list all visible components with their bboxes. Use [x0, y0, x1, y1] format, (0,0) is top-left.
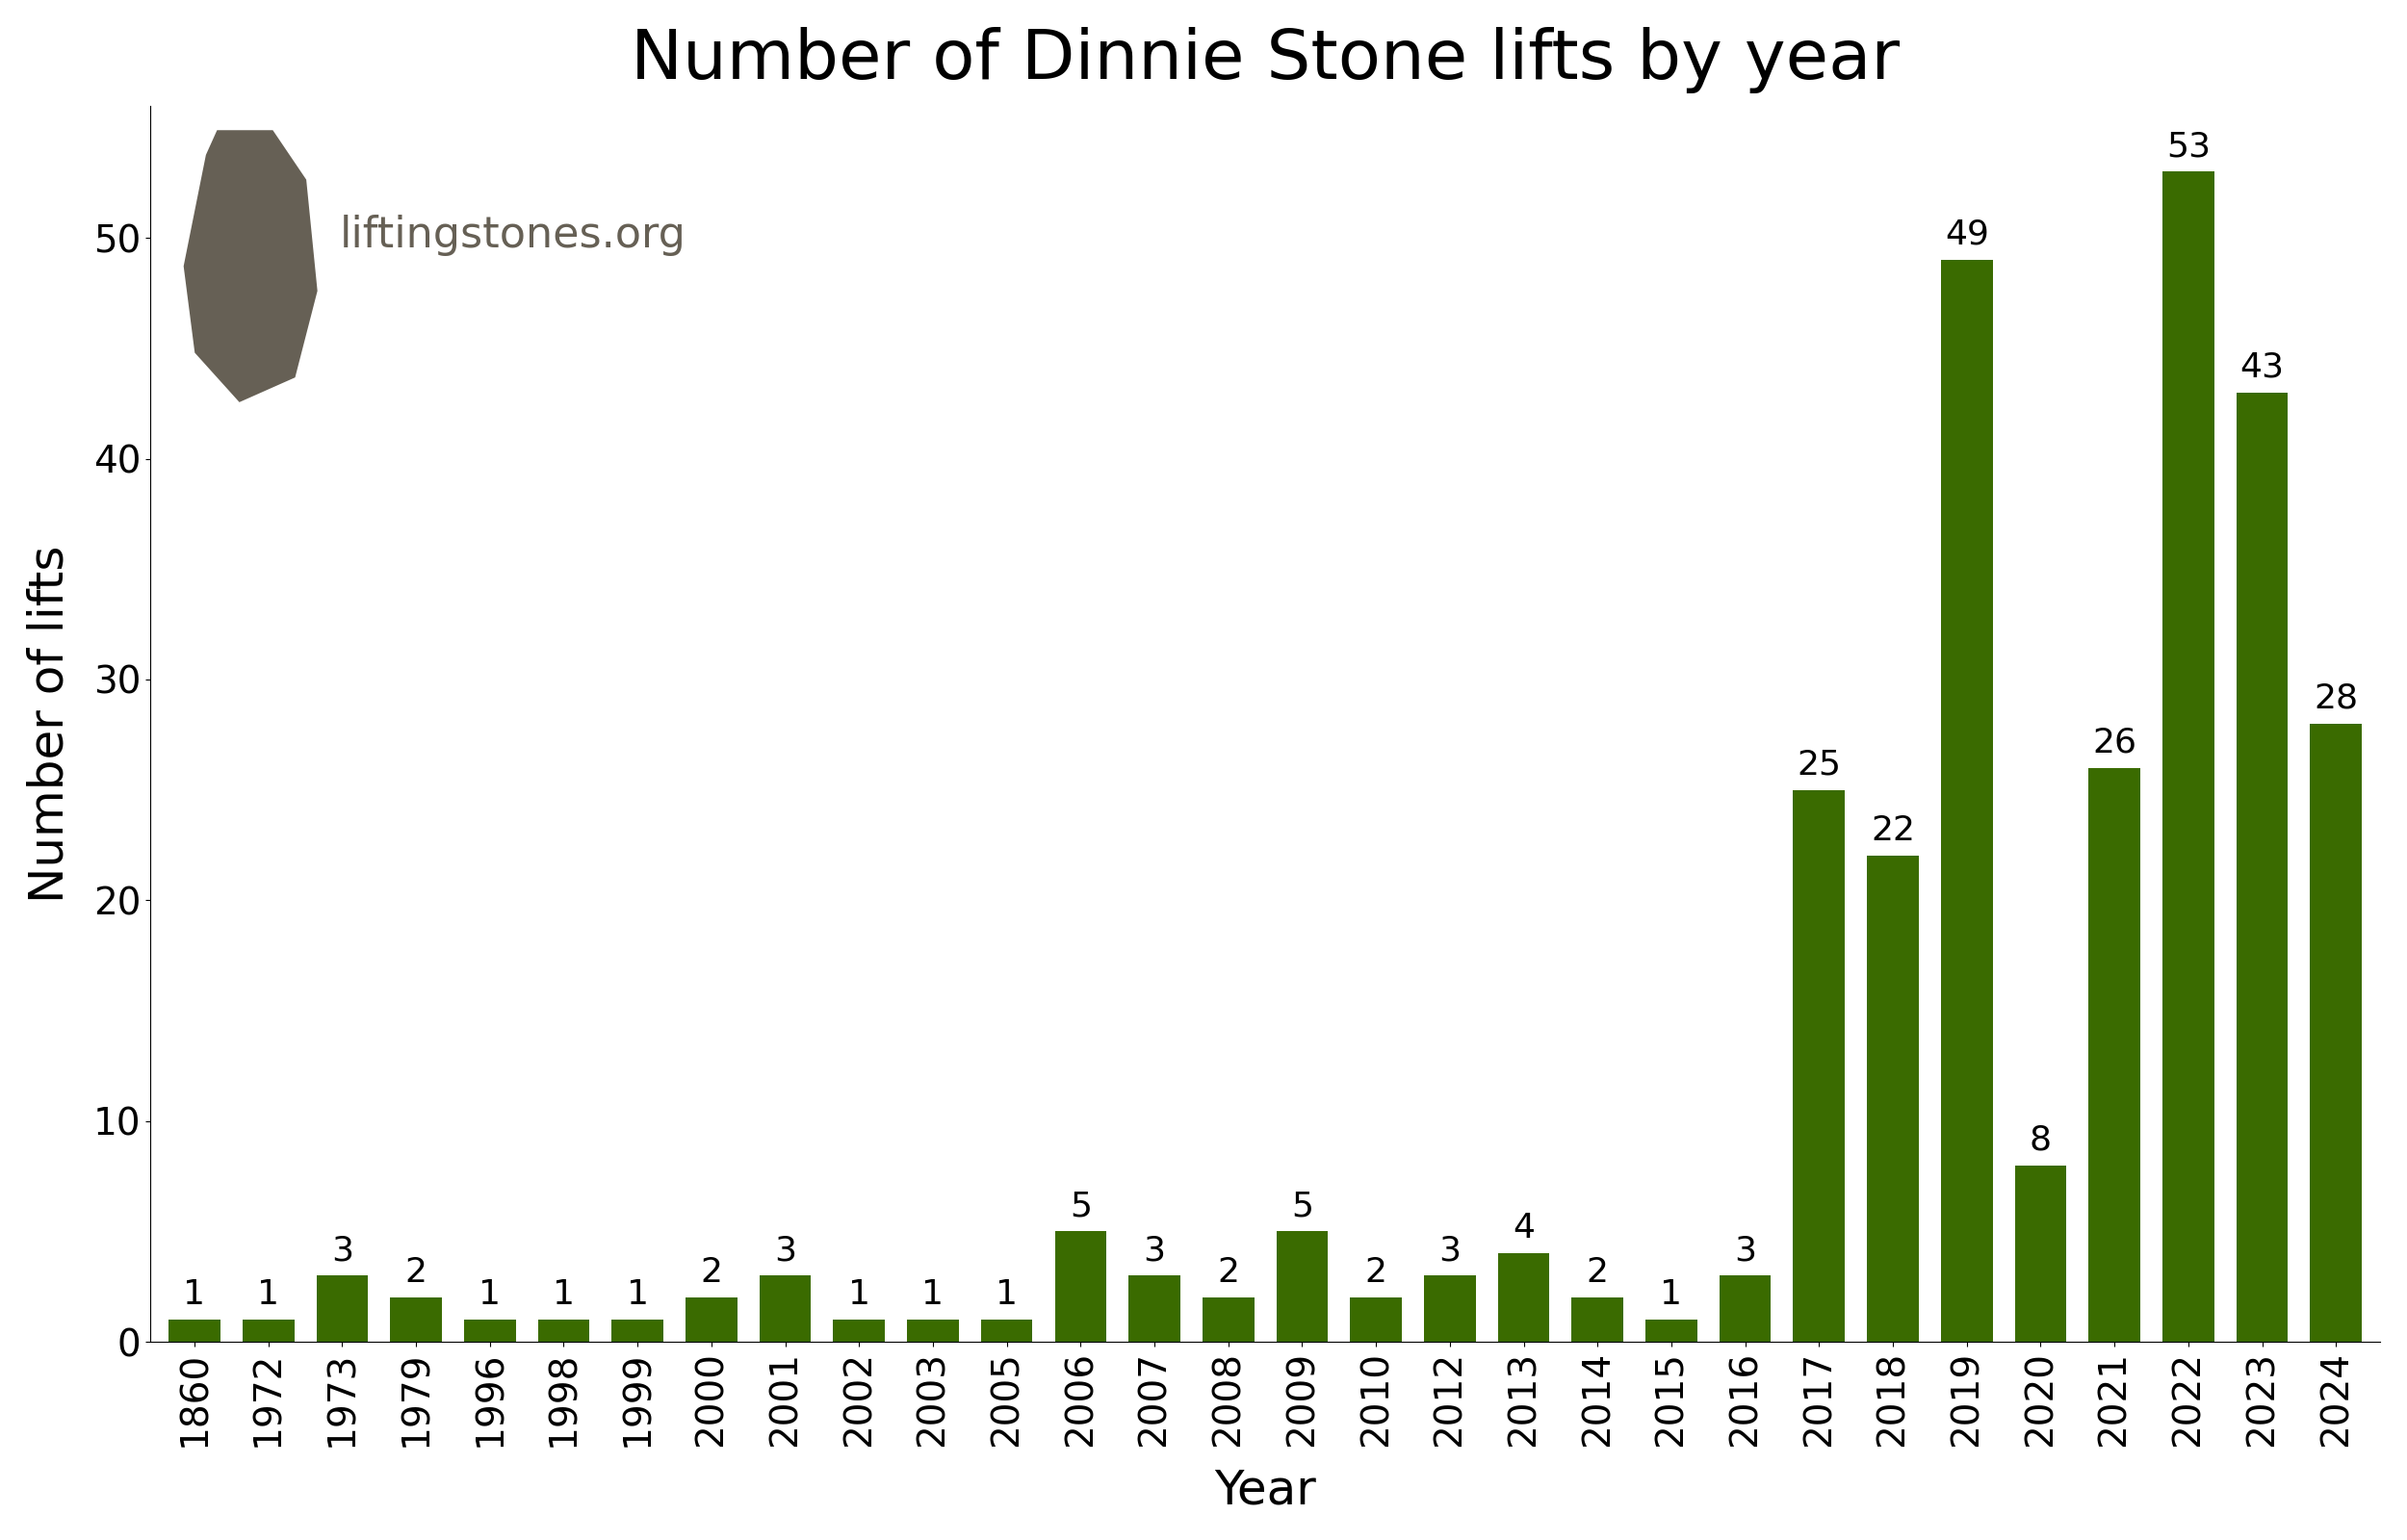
- Text: 1: 1: [626, 1278, 647, 1311]
- Text: 2: 2: [1365, 1257, 1386, 1289]
- Text: 2: 2: [700, 1257, 722, 1289]
- Text: 25: 25: [1798, 748, 1841, 781]
- Title: Number of Dinnie Stone lifts by year: Number of Dinnie Stone lifts by year: [631, 26, 1899, 92]
- Bar: [1793, 790, 1844, 1341]
- Text: 5: 5: [1069, 1190, 1093, 1223]
- Bar: [686, 1298, 737, 1341]
- Text: 43: 43: [2241, 351, 2284, 383]
- Text: 2: 2: [1218, 1257, 1240, 1289]
- Text: 1: 1: [479, 1278, 501, 1311]
- Bar: [611, 1320, 664, 1341]
- Text: 22: 22: [1870, 815, 1916, 847]
- Text: 3: 3: [332, 1234, 354, 1267]
- Polygon shape: [183, 131, 318, 402]
- Bar: [907, 1320, 958, 1341]
- Bar: [2089, 768, 2140, 1341]
- Bar: [2311, 724, 2361, 1341]
- Text: 1: 1: [847, 1278, 871, 1311]
- Text: 28: 28: [2313, 682, 2359, 715]
- Text: 1: 1: [183, 1278, 205, 1311]
- Text: 1: 1: [996, 1278, 1018, 1311]
- Bar: [758, 1275, 811, 1341]
- Text: 2: 2: [404, 1257, 426, 1289]
- Bar: [1054, 1232, 1107, 1341]
- Bar: [1497, 1254, 1550, 1341]
- Bar: [243, 1320, 294, 1341]
- Text: 3: 3: [1733, 1234, 1757, 1267]
- Bar: [2161, 171, 2214, 1341]
- Bar: [1868, 856, 1918, 1341]
- Bar: [1940, 260, 1993, 1341]
- Bar: [1646, 1320, 1697, 1341]
- Bar: [537, 1320, 590, 1341]
- X-axis label: Year: Year: [1213, 1468, 1317, 1514]
- Text: 4: 4: [1512, 1212, 1536, 1244]
- Text: 53: 53: [2166, 129, 2210, 163]
- Bar: [390, 1298, 443, 1341]
- Bar: [1572, 1298, 1622, 1341]
- Text: liftingstones.org: liftingstones.org: [339, 214, 686, 256]
- Text: 2: 2: [1586, 1257, 1608, 1289]
- Bar: [2015, 1166, 2068, 1341]
- Text: 8: 8: [2029, 1124, 2051, 1157]
- Bar: [833, 1320, 886, 1341]
- Text: 5: 5: [1290, 1190, 1314, 1223]
- Bar: [2236, 393, 2289, 1341]
- Text: 1: 1: [258, 1278, 279, 1311]
- Bar: [168, 1320, 221, 1341]
- Bar: [1204, 1298, 1254, 1341]
- Text: 1: 1: [554, 1278, 575, 1311]
- Bar: [1425, 1275, 1475, 1341]
- Y-axis label: Number of lifts: Number of lifts: [26, 545, 72, 902]
- Bar: [982, 1320, 1033, 1341]
- Bar: [315, 1275, 368, 1341]
- Text: 49: 49: [1945, 219, 1988, 251]
- Bar: [1719, 1275, 1772, 1341]
- Text: 3: 3: [1143, 1234, 1165, 1267]
- Text: 1: 1: [922, 1278, 944, 1311]
- Bar: [1276, 1232, 1329, 1341]
- Text: 3: 3: [775, 1234, 797, 1267]
- Text: 3: 3: [1439, 1234, 1461, 1267]
- Text: 26: 26: [2092, 727, 2137, 759]
- Text: 1: 1: [1661, 1278, 1682, 1311]
- Bar: [1129, 1275, 1179, 1341]
- Bar: [465, 1320, 515, 1341]
- Bar: [1350, 1298, 1401, 1341]
